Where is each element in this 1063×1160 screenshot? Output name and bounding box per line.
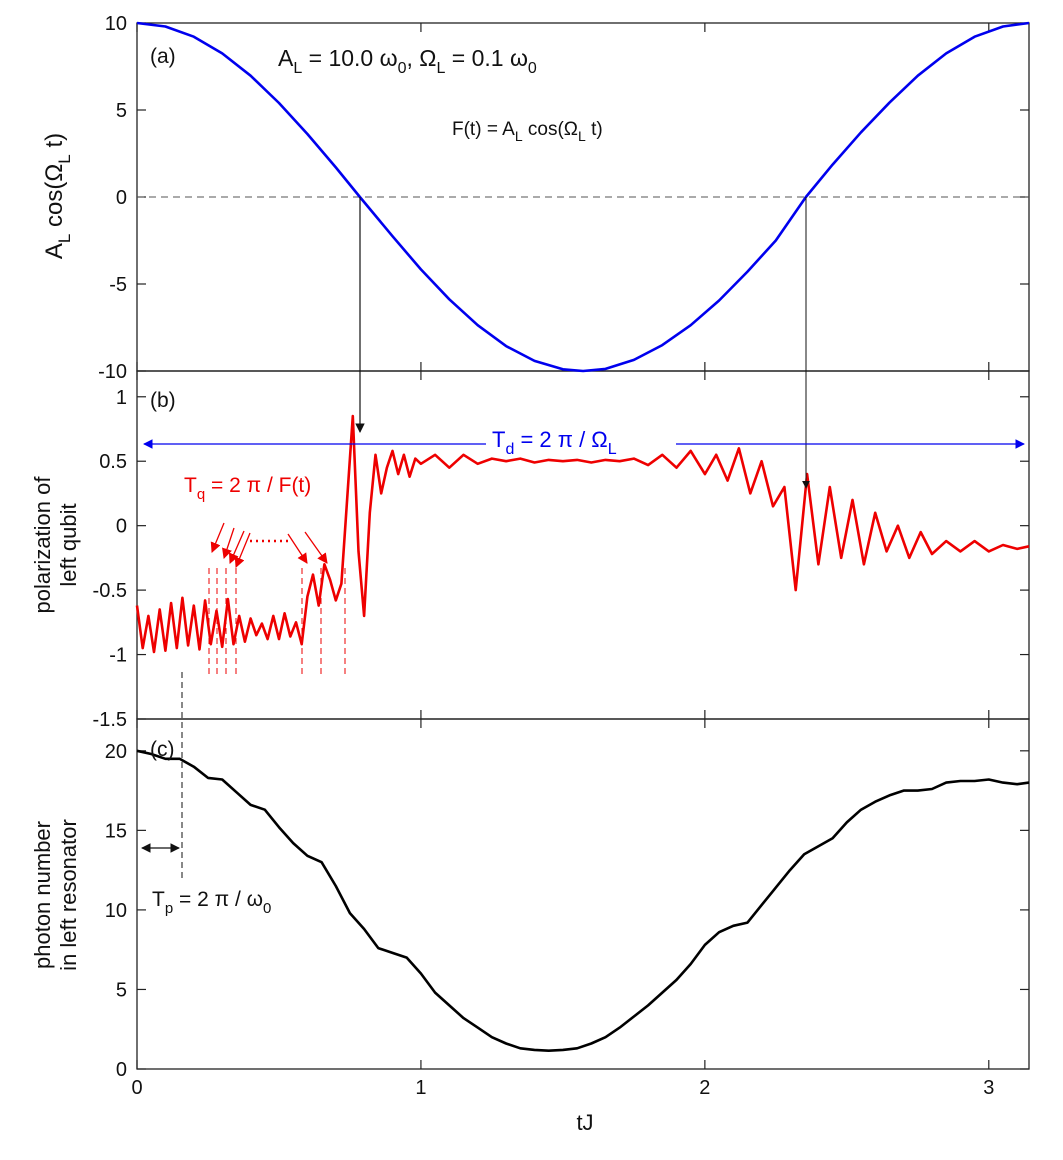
- series-line-a: [136, 21, 1030, 373]
- panel-frame: [136, 718, 1030, 1070]
- annotation-overlay: [141, 197, 1025, 878]
- panel-c-ylabel-line2: in left resonator: [56, 819, 81, 971]
- x-tick-label: 3: [983, 1077, 994, 1099]
- annotation-Tq: Tq = 2 π / F(t): [184, 474, 311, 503]
- y-tick-label: 5: [116, 100, 127, 122]
- Tq-arrow: [210, 522, 225, 553]
- y-tick-label: 0.5: [99, 451, 127, 473]
- y-tick-label: 5: [116, 979, 127, 1001]
- annotation-Tp: Tp = 2 π / ω0: [152, 888, 271, 917]
- panel-b-ylabel-line2: left qubit: [56, 503, 81, 586]
- series-layer: [135, 21, 1030, 1052]
- annotation-formula: F(t) = AL cos(ΩL t): [452, 119, 603, 144]
- x-tick-label: 1: [415, 1077, 426, 1099]
- panel-c-label: (c): [150, 738, 175, 761]
- panel-a-label: (a): [150, 45, 176, 68]
- Tq-arrow: [287, 533, 308, 564]
- y-tick-label: 0: [116, 187, 127, 209]
- y-tick-label: 1: [116, 387, 127, 409]
- Tq-arrow: [234, 532, 251, 568]
- series-line-b: [135, 414, 1030, 654]
- y-tick-label: 20: [105, 741, 127, 763]
- panel-c-ylabel-line1: photon number: [30, 821, 55, 969]
- y-tick-label: 10: [105, 13, 127, 35]
- panel-b-label: (b): [150, 389, 176, 412]
- y-tick-label: -0.5: [93, 580, 127, 602]
- y-tick-label: 10: [105, 900, 127, 922]
- panel-b-ylabel-line1: polarization of: [30, 476, 55, 614]
- Tq-arrow: [304, 531, 328, 564]
- y-tick-label: 0: [116, 516, 127, 538]
- series-line-c: [136, 749, 1030, 1052]
- panel-a-ylabel: AL cos(ΩL t): [41, 133, 74, 259]
- annotation-Td: Td = 2 π / ΩL: [492, 427, 617, 458]
- Tq-arrow: [228, 530, 245, 564]
- y-tick-label: 15: [105, 820, 127, 842]
- Tq-arrow: [222, 527, 235, 559]
- x-tick-label: 2: [699, 1077, 710, 1099]
- y-tick-label: 0: [116, 1059, 127, 1081]
- y-tick-label: -5: [109, 274, 127, 296]
- annotation-params: AL = 10.0 ω0, ΩL = 0.1 ω0: [278, 45, 537, 77]
- x-tick-label: 0: [131, 1077, 142, 1099]
- panel-frame: [136, 370, 1030, 720]
- y-tick-label: -1: [109, 645, 127, 667]
- y-tick-label: -1.5: [93, 709, 127, 731]
- y-tick-label: -10: [98, 361, 127, 383]
- x-axis-label: tJ: [576, 1110, 593, 1135]
